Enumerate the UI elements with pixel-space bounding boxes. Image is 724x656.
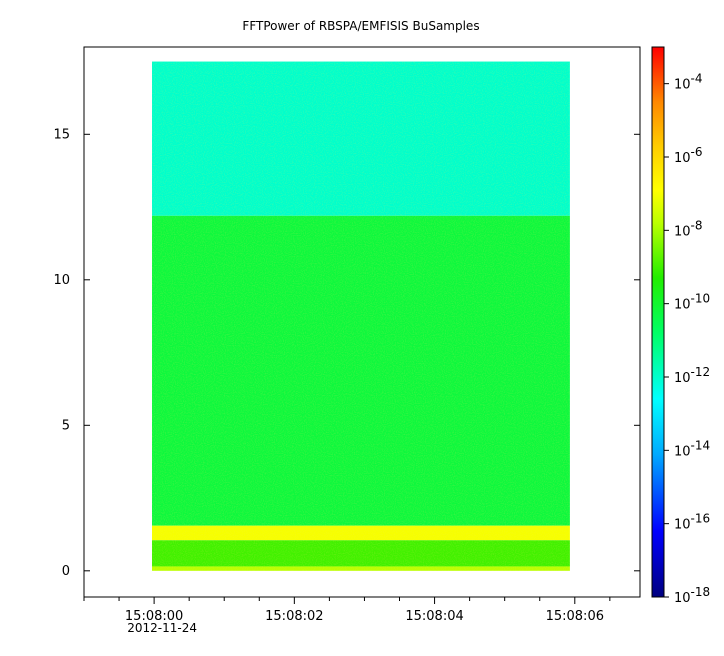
x-tick-label: 15:08:02	[265, 609, 323, 624]
colorbar-tick-label: 10-4	[674, 72, 703, 93]
colorbar-tick-label: 10-12	[674, 365, 710, 386]
colorbar-ticks: 10-4 10-6 10-8 10-10 10-12 10-14 10-16 10-18	[664, 72, 710, 606]
heatmap-noise-texture	[152, 61, 570, 571]
colorbar-tick-label: 10-6	[674, 145, 703, 166]
x-tick-date-label: 2012-11-24	[127, 621, 197, 635]
colorbar-tick-label: 10-8	[674, 218, 703, 239]
heatmap-layer	[152, 61, 570, 571]
y-tick-label: 0	[62, 564, 70, 579]
y-tick-label: 10	[53, 273, 70, 288]
y-tick-label: 15	[53, 127, 70, 142]
colorbar-tick-label: 10-14	[674, 438, 710, 459]
colorbar	[651, 46, 665, 598]
y-tick-label: 5	[62, 418, 70, 433]
x-tick-label: 15:08:00	[125, 609, 183, 624]
colorbar-tick-label: 10-10	[674, 292, 710, 313]
x-tick-label: 15:08:06	[546, 609, 604, 624]
colorbar-tick-label: 10-16	[674, 512, 710, 533]
colorbar-tick-label: 10-18	[674, 585, 710, 606]
chart-title: FFTPower of RBSPA/EMFISIS BuSamples	[242, 19, 479, 33]
x-tick-label: 15:08:04	[405, 609, 463, 624]
